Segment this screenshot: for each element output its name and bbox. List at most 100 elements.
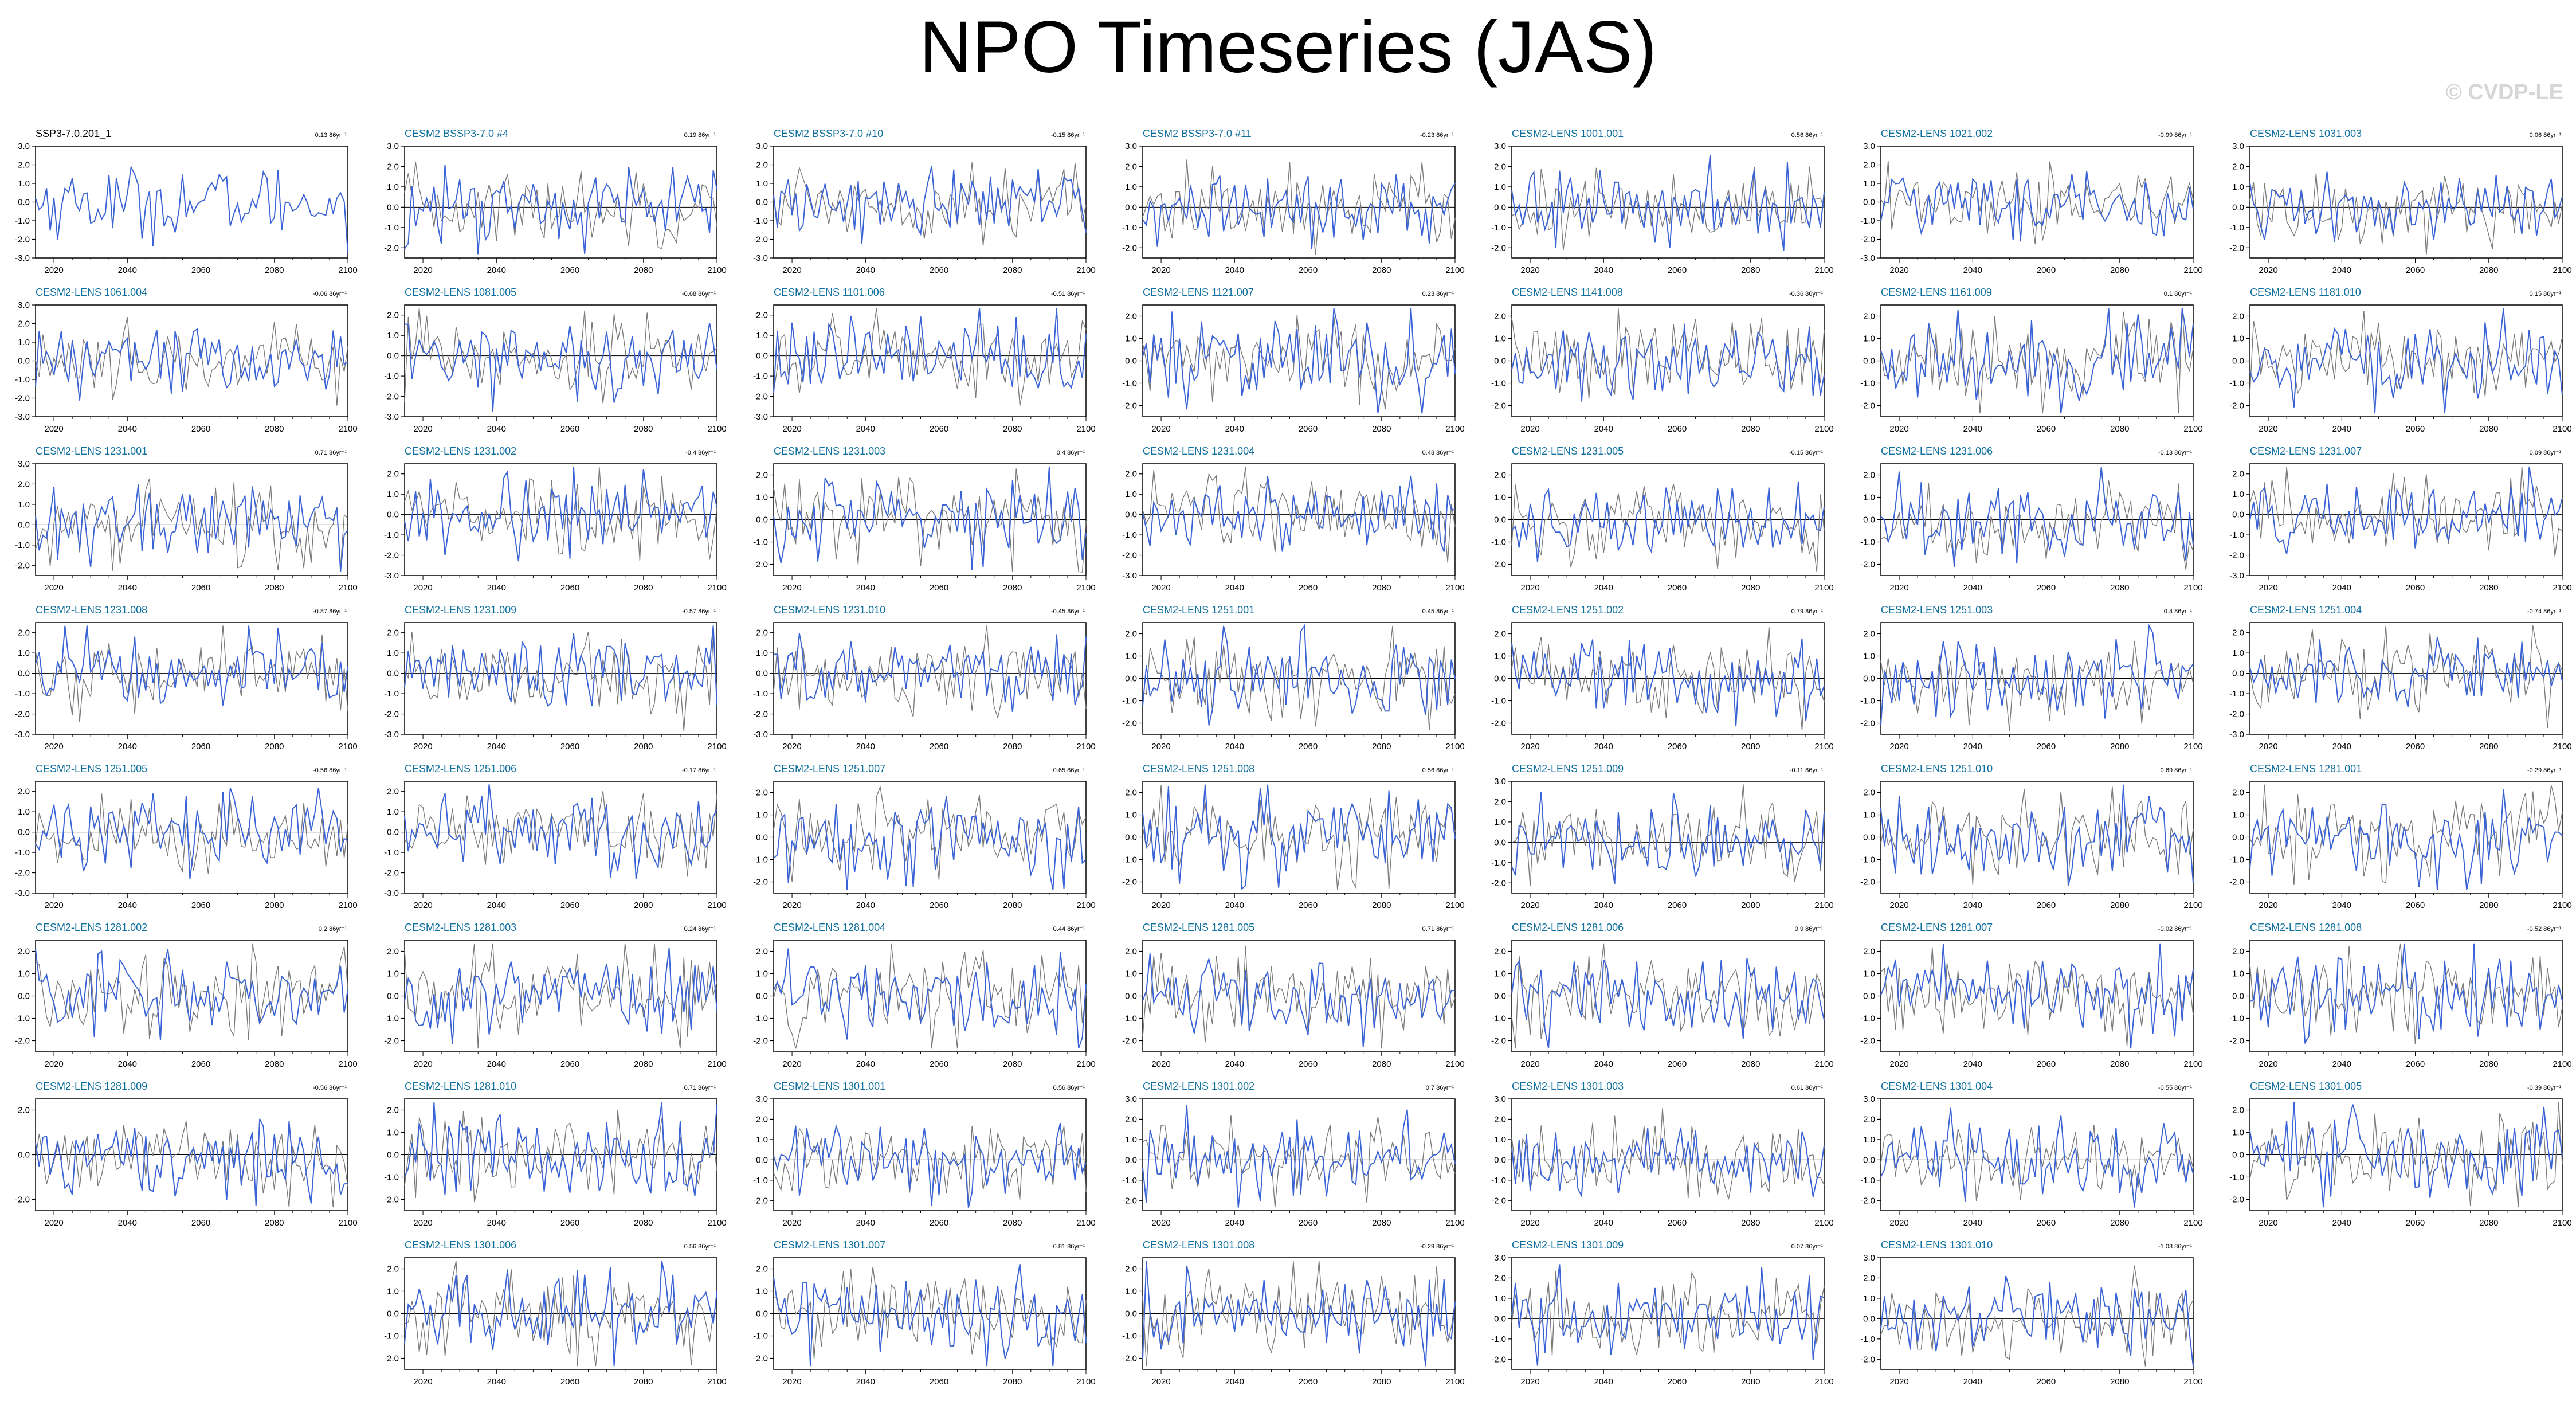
x-tick-label: 2100 bbox=[1445, 901, 1464, 910]
y-tick-label: 1.0 bbox=[387, 490, 399, 499]
panel: CESM2-LENS 1281.003 0.24 86yr⁻¹ 2.0 1.0 0.0 -… bbox=[384, 922, 727, 1069]
y-tick-label: 2.0 bbox=[1494, 629, 1506, 639]
series-line-gray bbox=[35, 478, 348, 571]
y-tick-label: 2.0 bbox=[756, 788, 768, 798]
panel-trend: 0.44 86yr⁻¹ bbox=[1053, 926, 1085, 933]
x-tick-label: 2080 bbox=[1003, 583, 1022, 593]
y-tick-label: -2.0 bbox=[753, 878, 768, 887]
x-tick-label: 2060 bbox=[1299, 901, 1318, 910]
x-tick-label: 2020 bbox=[1151, 1218, 1170, 1228]
series-line-blue bbox=[2249, 943, 2563, 1045]
series-line-blue bbox=[1880, 624, 2194, 726]
y-tick-label: 0.0 bbox=[18, 669, 30, 679]
series-line-blue bbox=[1880, 943, 2194, 1049]
x-tick-label: 2080 bbox=[265, 265, 284, 275]
y-tick-label: -2.0 bbox=[1860, 1036, 1875, 1046]
panel: CESM2 BSSP3-7.0 #4 0.19 86yr⁻¹ 3.0 2.0 1.0 0.… bbox=[384, 128, 727, 275]
panel-trend: -0.13 86yr⁻¹ bbox=[2158, 449, 2192, 456]
x-tick-label: 2020 bbox=[1520, 1059, 1539, 1069]
series-line-blue bbox=[35, 788, 348, 879]
panel: CESM2-LENS 1301.005 -0.39 86yr⁻¹ 2.0 1.0 0.0… bbox=[2229, 1081, 2572, 1228]
y-tick-label: -1.0 bbox=[384, 223, 399, 233]
panel-trend: 0.4 86yr⁻¹ bbox=[2164, 608, 2193, 615]
x-tick-label: 2060 bbox=[560, 901, 579, 910]
series-line-blue bbox=[773, 467, 1087, 570]
series-line-gray bbox=[1511, 1108, 1825, 1200]
y-tick-label: -2.0 bbox=[1860, 1196, 1875, 1206]
x-tick-label: 2040 bbox=[1963, 1059, 1982, 1069]
x-tick-label: 2080 bbox=[1741, 1218, 1760, 1228]
panel: CESM2-LENS 1281.002 0.2 86yr⁻¹ 2.0 1.0 0.0 -1… bbox=[15, 922, 358, 1069]
x-tick-label: 2060 bbox=[1299, 1377, 1318, 1387]
x-tick-label: 2100 bbox=[2183, 1059, 2202, 1069]
y-tick-label: 0.0 bbox=[1125, 510, 1137, 520]
series-line-blue bbox=[1880, 784, 2194, 886]
series-line-blue bbox=[35, 1118, 348, 1207]
series-line-blue bbox=[35, 165, 348, 253]
y-tick-label: 2.0 bbox=[1863, 629, 1875, 639]
series-line-gray bbox=[2249, 784, 2563, 885]
x-tick-label: 2060 bbox=[191, 583, 210, 593]
series-line-blue bbox=[1142, 1261, 1456, 1367]
x-tick-label: 2040 bbox=[1594, 742, 1613, 752]
panel: CESM2-LENS 1231.003 0.4 86yr⁻¹ 2.0 1.0 0.0 -1… bbox=[753, 445, 1096, 593]
y-tick-label: -2.0 bbox=[753, 1196, 768, 1206]
y-tick-label: 1.0 bbox=[2232, 490, 2244, 499]
y-tick-label: -1.0 bbox=[1122, 379, 1137, 389]
panel-trend: 0.65 86yr⁻¹ bbox=[1053, 767, 1085, 774]
y-tick-label: 1.0 bbox=[756, 331, 768, 340]
y-tick-label: -1.0 bbox=[753, 538, 768, 547]
y-tick-label: -3.0 bbox=[384, 412, 399, 422]
x-tick-label: 2040 bbox=[1594, 1377, 1613, 1387]
y-tick-label: -2.0 bbox=[1122, 878, 1137, 887]
y-tick-label: 1.0 bbox=[2232, 182, 2244, 192]
x-tick-label: 2060 bbox=[1668, 901, 1687, 910]
x-tick-label: 2100 bbox=[1445, 1377, 1464, 1387]
panel-trend: -0.15 86yr⁻¹ bbox=[1789, 449, 1823, 456]
y-tick-label: 2.0 bbox=[18, 947, 30, 957]
panel-trend: -0.06 86yr⁻¹ bbox=[313, 291, 347, 298]
x-tick-label: 2020 bbox=[1520, 1218, 1539, 1228]
y-tick-label: 0.0 bbox=[2232, 202, 2244, 212]
series-line-blue bbox=[1880, 308, 2194, 414]
x-tick-label: 2100 bbox=[1814, 1218, 1833, 1228]
y-tick-label: 2.0 bbox=[756, 161, 768, 170]
y-tick-label: 1.0 bbox=[1125, 490, 1137, 499]
y-tick-label: 0.0 bbox=[756, 669, 768, 679]
panel-title: CESM2-LENS 1081.005 bbox=[405, 287, 516, 298]
y-tick-label: -3.0 bbox=[15, 889, 30, 898]
y-tick-label: 1.0 bbox=[1494, 969, 1506, 979]
y-tick-label: -2.0 bbox=[2229, 710, 2244, 719]
series-line-gray bbox=[1142, 314, 1456, 410]
y-tick-label: -1.0 bbox=[1491, 1014, 1506, 1024]
panel-title: CESM2-LENS 1301.006 bbox=[405, 1239, 516, 1251]
y-tick-label: 0.0 bbox=[387, 202, 399, 212]
panel-trend: -0.55 86yr⁻¹ bbox=[2158, 1085, 2192, 1091]
x-tick-label: 2040 bbox=[856, 1059, 875, 1069]
x-tick-label: 2020 bbox=[44, 1059, 63, 1069]
panel-title: CESM2-LENS 1101.006 bbox=[774, 287, 885, 298]
series-line-blue bbox=[773, 1264, 1087, 1367]
x-tick-label: 2020 bbox=[782, 1059, 801, 1069]
x-tick-label: 2100 bbox=[2183, 583, 2202, 593]
y-tick-label: 2.0 bbox=[1494, 797, 1506, 807]
y-tick-label: 2.0 bbox=[1125, 788, 1137, 798]
x-tick-label: 2060 bbox=[2037, 742, 2056, 752]
panel-title: CESM2-LENS 1141.008 bbox=[1512, 287, 1623, 298]
series-line-gray bbox=[1511, 1270, 1825, 1356]
y-tick-label: -2.0 bbox=[2229, 878, 2244, 887]
y-tick-label: -2.0 bbox=[1122, 401, 1137, 411]
x-tick-label: 2040 bbox=[118, 1059, 137, 1069]
x-tick-label: 2100 bbox=[338, 265, 357, 275]
series-line-blue bbox=[404, 323, 717, 412]
x-tick-label: 2020 bbox=[1151, 424, 1170, 434]
plot-frame bbox=[2249, 146, 2563, 259]
series-line-blue bbox=[404, 1261, 717, 1367]
y-tick-label: -1.0 bbox=[384, 1332, 399, 1341]
y-tick-label: -2.0 bbox=[1122, 1036, 1137, 1046]
y-tick-label: 1.0 bbox=[756, 648, 768, 658]
x-tick-label: 2040 bbox=[2332, 265, 2351, 275]
panel-trend: -0.74 86yr⁻¹ bbox=[2527, 608, 2561, 615]
series-line-blue bbox=[2249, 467, 2563, 554]
panel-title: CESM2-LENS 1301.004 bbox=[1881, 1081, 1993, 1092]
